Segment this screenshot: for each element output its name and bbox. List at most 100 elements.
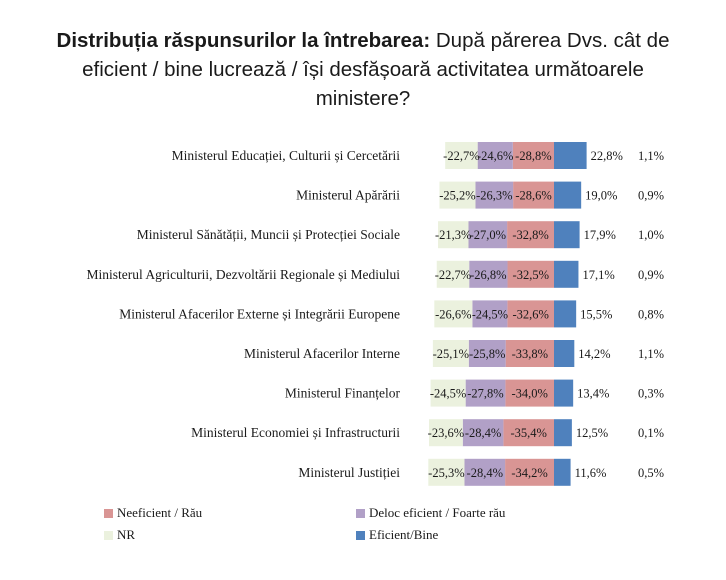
- data-label-nr: -22,7%: [443, 149, 479, 163]
- legend-item-eficient: Eficient/Bine: [356, 527, 438, 543]
- bar-neeficient: [507, 221, 554, 249]
- bar-eficient: [554, 300, 577, 328]
- data-label-eficient: 12,5%: [576, 426, 608, 440]
- bar-neeficient: [505, 340, 554, 367]
- data-label-eficient: 19,0%: [585, 189, 617, 203]
- data-label-deloc: -27,0%: [470, 228, 506, 242]
- diverging-bar-chart: Ministerul Educației, Culturii și Cercet…: [87, 142, 664, 486]
- category-label: Ministerul Justiției: [298, 465, 400, 480]
- legend-label-deloc: Deloc eficient / Foarte rău: [369, 505, 506, 520]
- data-label-eficient: 22,8%: [591, 149, 623, 163]
- data-label-deloc: -26,8%: [470, 268, 506, 282]
- data-label-deloc: -24,5%: [472, 307, 508, 321]
- bar-nr: [438, 221, 469, 249]
- data-label-extra: 0,9%: [638, 189, 664, 203]
- bar-eficient: [554, 458, 571, 486]
- category-label: Ministerul Finanțelor: [285, 386, 401, 401]
- bar-neeficient: [513, 181, 554, 209]
- bar-eficient: [554, 181, 582, 209]
- bar-deloc: [475, 181, 514, 209]
- data-label-deloc: -27,8%: [467, 387, 503, 401]
- bar-eficient: [554, 260, 579, 288]
- data-label-nr: -25,1%: [433, 347, 469, 361]
- category-label: Ministerul Educației, Culturii și Cercet…: [172, 148, 401, 163]
- legend-label-nr: NR: [117, 527, 136, 542]
- data-label-extra: 0,5%: [638, 466, 664, 480]
- data-label-extra: 0,3%: [638, 387, 664, 401]
- data-label-eficient: 11,6%: [575, 466, 607, 480]
- legend-label-eficient: Eficient/Bine: [369, 527, 439, 542]
- data-label-nr: -25,2%: [439, 189, 475, 203]
- data-label-eficient: 13,4%: [577, 387, 609, 401]
- data-label-extra: 1,1%: [638, 149, 664, 163]
- data-label-neeficient: -34,2%: [511, 466, 547, 480]
- data-label-extra: 1,0%: [638, 228, 664, 242]
- category-label: Ministerul Apărării: [296, 188, 400, 203]
- bar-eficient: [554, 379, 574, 407]
- data-label-deloc: -24,6%: [477, 149, 513, 163]
- bar-nr: [439, 181, 476, 209]
- data-label-eficient: 14,2%: [578, 347, 610, 361]
- bar-neeficient: [503, 419, 554, 447]
- data-label-neeficient: -28,6%: [515, 189, 551, 203]
- bar-nr: [436, 260, 470, 288]
- bar-eficient: [554, 419, 572, 447]
- bar-nr: [428, 458, 465, 486]
- legend-swatch-deloc: [356, 508, 365, 518]
- bar-nr: [434, 300, 473, 328]
- bar-nr: [432, 340, 469, 367]
- category-label: Ministerul Economiei și Infrastructurii: [191, 425, 400, 440]
- legend-swatch-eficient: [356, 530, 365, 540]
- category-label: Ministerul Sănătății, Muncii și Protecți…: [137, 227, 400, 242]
- data-label-eficient: 15,5%: [580, 307, 612, 321]
- data-label-extra: 1,1%: [638, 347, 664, 361]
- category-label: Ministerul Afacerilor Interne: [244, 346, 400, 361]
- data-label-nr: -22,7%: [435, 268, 471, 282]
- data-label-deloc: -26,3%: [476, 189, 512, 203]
- category-label: Ministerul Agriculturii, Dezvoltării Reg…: [87, 267, 401, 282]
- bar-neeficient: [507, 300, 554, 328]
- bar-nr: [430, 379, 466, 407]
- legend-item-neeficient: Neeficient / Rău: [104, 505, 202, 521]
- legend-item-deloc: Deloc eficient / Foarte rău: [356, 505, 505, 521]
- data-label-eficient: 17,9%: [584, 228, 616, 242]
- bar-deloc: [469, 260, 508, 288]
- bar-deloc: [464, 458, 506, 486]
- chart-title-bold: Distribuția răspunsurilor la întrebarea:: [56, 29, 431, 52]
- data-label-nr: -21,3%: [435, 228, 471, 242]
- data-label-nr: -24,5%: [430, 387, 466, 401]
- legend-item-nr: NR: [104, 527, 135, 543]
- data-label-nr: -23,6%: [428, 426, 464, 440]
- data-label-extra: 0,8%: [638, 307, 664, 321]
- chart-title-question: După părerea Dvs. cât de eficient / bine…: [82, 29, 670, 110]
- data-label-neeficient: -32,5%: [513, 268, 549, 282]
- bar-deloc: [468, 221, 508, 249]
- bar-deloc: [462, 419, 504, 447]
- data-label-deloc: -28,4%: [465, 426, 501, 440]
- bar-deloc: [472, 300, 508, 328]
- data-label-neeficient: -28,8%: [515, 149, 551, 163]
- data-label-eficient: 17,1%: [582, 268, 614, 282]
- data-label-nr: -25,3%: [428, 466, 464, 480]
- chart-title: Distribuția răspunsurilor la întrebarea:…: [40, 26, 686, 113]
- data-label-neeficient: -32,6%: [512, 307, 548, 321]
- bar-nr: [445, 142, 478, 169]
- bar-deloc: [477, 142, 513, 169]
- bar-eficient: [554, 142, 587, 169]
- category-label: Ministerul Afacerilor Externe și Integră…: [119, 306, 400, 321]
- data-label-extra: 0,1%: [638, 426, 664, 440]
- data-label-deloc: -25,8%: [469, 347, 505, 361]
- legend-swatch-neeficient: [104, 508, 113, 518]
- data-label-neeficient: -35,4%: [510, 426, 546, 440]
- bar-neeficient: [507, 260, 554, 288]
- data-label-deloc: -28,4%: [467, 466, 503, 480]
- bar-neeficient: [505, 458, 554, 486]
- bar-nr: [429, 419, 463, 447]
- data-label-neeficient: -32,8%: [512, 228, 548, 242]
- bar-neeficient: [505, 379, 554, 407]
- legend-swatch-nr: [104, 530, 113, 540]
- data-label-nr: -26,6%: [435, 307, 471, 321]
- bar-deloc: [465, 379, 506, 407]
- bar-eficient: [554, 221, 580, 249]
- legend-label-neeficient: Neeficient / Rău: [117, 505, 203, 520]
